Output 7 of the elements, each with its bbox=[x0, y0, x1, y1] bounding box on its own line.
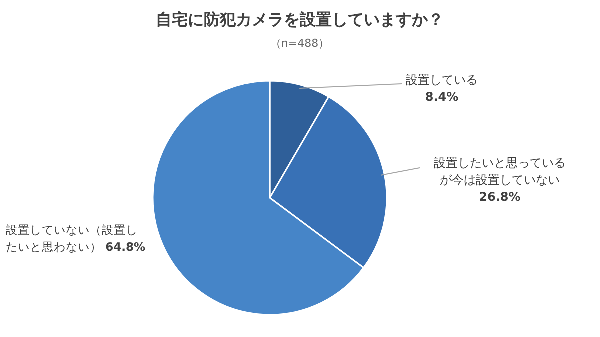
chart-title: 自宅に防犯カメラを設置していますか？ bbox=[155, 10, 445, 31]
data-label: 26.8% bbox=[479, 190, 521, 204]
data-label: 64.8% bbox=[106, 240, 146, 254]
slice-label: 設置したいと思っているが今は設置していない bbox=[434, 156, 566, 187]
chart-subtitle: （n=488） bbox=[269, 36, 331, 51]
slice-label: 設置している bbox=[406, 73, 478, 87]
data-label: 8.4% bbox=[425, 90, 459, 104]
